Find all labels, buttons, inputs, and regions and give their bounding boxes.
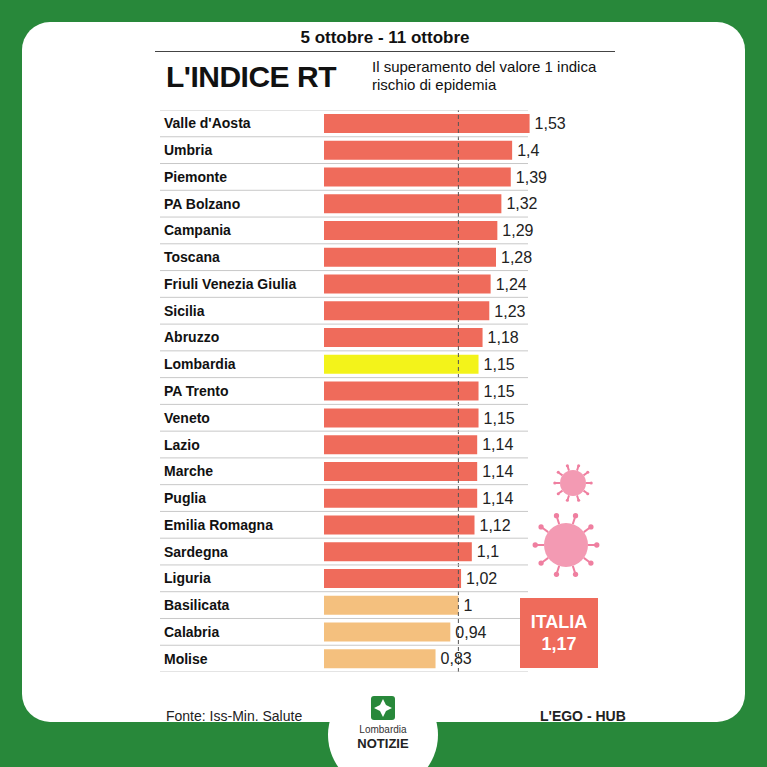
svg-text:Sicilia: Sicilia [164,303,205,319]
svg-text:PA Bolzano: PA Bolzano [164,196,240,212]
svg-text:Abruzzo: Abruzzo [164,329,219,345]
svg-text:1,14: 1,14 [482,436,513,453]
html-text:L'INDICE RT: L'INDICE RT [166,60,336,93]
html-text:Fonte: Iss-Min. Salute: Fonte: Iss-Min. Salute [166,708,303,724]
svg-text:1,4: 1,4 [517,142,539,159]
svg-text:Lazio: Lazio [164,437,200,453]
svg-text:Campania: Campania [164,222,231,238]
svg-text:Piemonte: Piemonte [164,169,227,185]
svg-text:0,94: 0,94 [455,624,486,641]
svg-text:Friuli Venezia Giulia: Friuli Venezia Giulia [164,276,296,292]
svg-text:Puglia: Puglia [164,490,206,506]
svg-text:Veneto: Veneto [164,410,210,426]
html-text:L'EGO - HUB: L'EGO - HUB [540,708,626,724]
svg-text:1,23: 1,23 [494,303,525,320]
html-text:Lombardia: Lombardia [359,724,407,735]
html-text:5 ottobre - 11 ottobre: 5 ottobre - 11 ottobre [300,28,470,47]
html-text:ITALIA: ITALIA [530,612,588,632]
svg-text:1: 1 [463,597,472,614]
svg-text:Molise: Molise [164,651,208,667]
svg-text:1,1: 1,1 [477,543,499,560]
svg-text:1,14: 1,14 [482,463,513,480]
svg-text:Toscana: Toscana [164,249,220,265]
svg-text:Marche: Marche [164,463,213,479]
svg-text:Sardegna: Sardegna [164,544,228,560]
svg-text:Valle d'Aosta: Valle d'Aosta [164,115,251,131]
html-text:Il superamento del valore 1 in: Il superamento del valore 1 indica risch… [372,58,597,93]
svg-text:1,29: 1,29 [502,222,533,239]
svg-text:Emilia Romagna: Emilia Romagna [164,517,273,533]
svg-text:Calabria: Calabria [164,624,219,640]
svg-text:1,18: 1,18 [488,329,519,346]
svg-text:1,02: 1,02 [466,570,497,587]
svg-text:1,12: 1,12 [480,517,511,534]
svg-text:PA Trento: PA Trento [164,383,229,399]
svg-text:1,28: 1,28 [501,249,532,266]
svg-text:1,14: 1,14 [482,490,513,507]
svg-text:Umbria: Umbria [164,142,212,158]
html-text:NOTIZIE: NOTIZIE [357,736,409,751]
svg-text:Basilicata: Basilicata [164,597,230,613]
svg-text:1,39: 1,39 [516,169,547,186]
html-text:1,17: 1,17 [541,634,577,654]
svg-text:0,83: 0,83 [441,650,472,667]
svg-text:1,32: 1,32 [506,195,537,212]
svg-text:1,24: 1,24 [496,276,527,293]
svg-text:1,15: 1,15 [484,410,515,427]
svg-text:1,15: 1,15 [484,383,515,400]
svg-text:1,15: 1,15 [484,356,515,373]
svg-text:1,53: 1,53 [535,115,566,132]
svg-text:Lombardia: Lombardia [164,356,236,372]
svg-text:Liguria: Liguria [164,570,211,586]
